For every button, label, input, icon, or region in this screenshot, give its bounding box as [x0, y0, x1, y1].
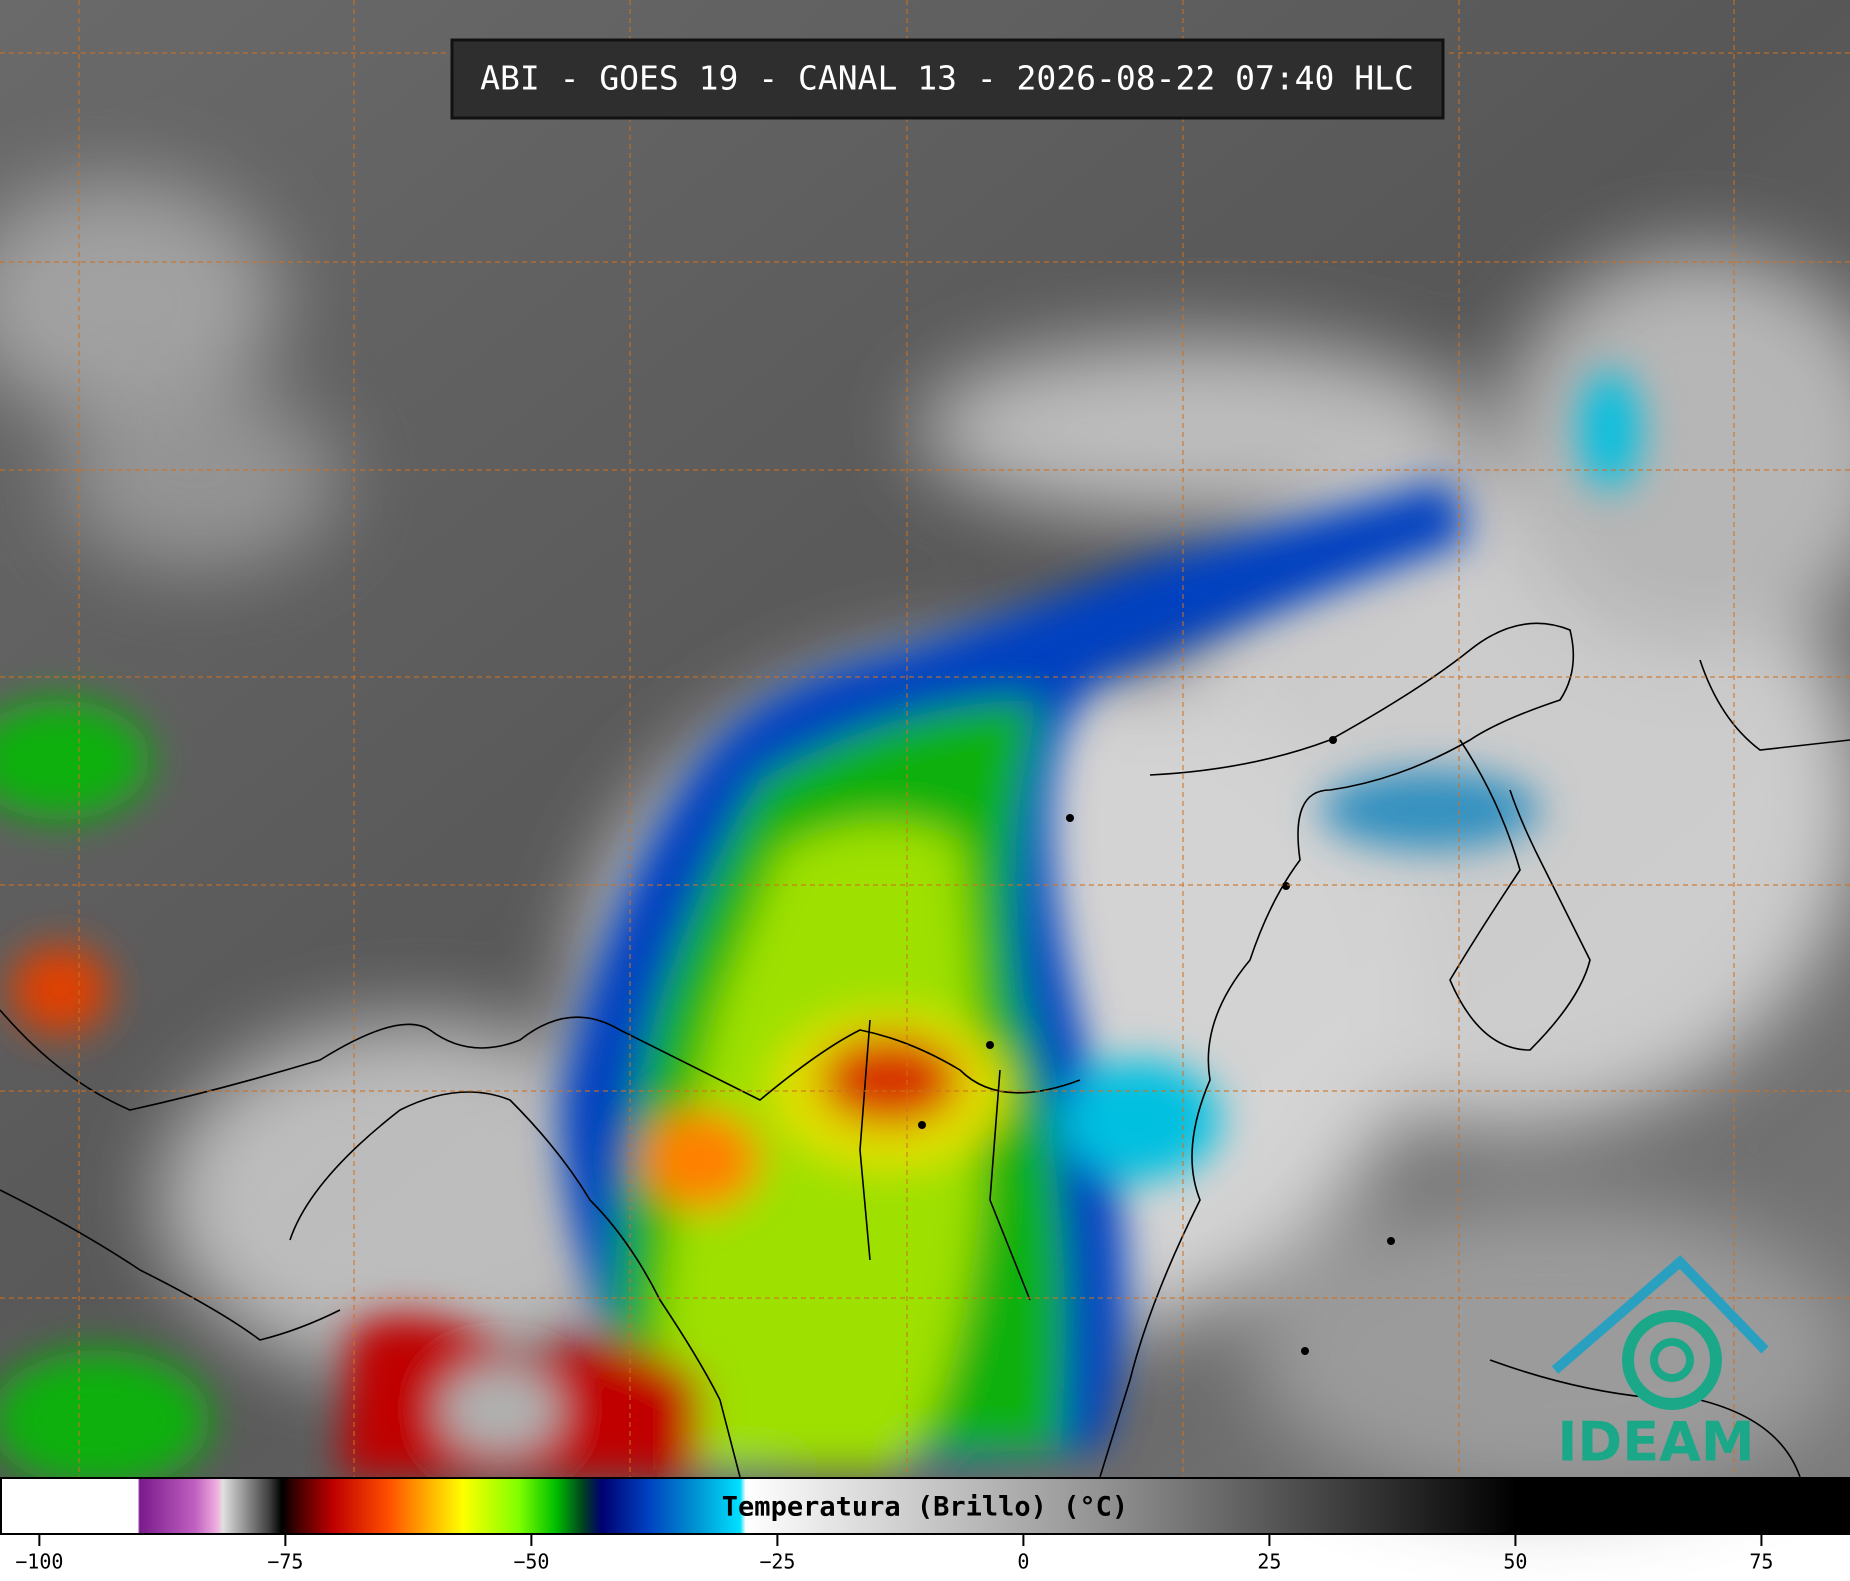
tick-label: −75: [267, 1550, 303, 1574]
logo-text: IDEAM: [1557, 1411, 1754, 1474]
tick-label: 50: [1503, 1550, 1527, 1574]
tick-label: −50: [513, 1550, 549, 1574]
tick-label: 0: [1017, 1550, 1029, 1574]
tick-label: −100: [15, 1550, 63, 1574]
tick-label: −25: [759, 1550, 795, 1574]
tick-label: 25: [1257, 1550, 1281, 1574]
title: ABI - GOES 19 - CANAL 13 - 2026-08-22 07…: [480, 59, 1414, 98]
graticule: [0, 0, 1850, 1477]
imagery: [0, 0, 1850, 1500]
tick-label: 75: [1749, 1550, 1773, 1574]
logo: IDEAM: [1551, 1255, 1769, 1474]
cities: [918, 736, 1395, 1355]
colorbar: Temperatura (Brillo) (°C) −100 −75 −50 −25 0…: [0, 1477, 1850, 1574]
title-box: ABI - GOES 19 - CANAL 13 - 2026-08-22 07…: [450, 38, 1445, 120]
colorbar-label: Temperatura (Brillo) (°C): [722, 1492, 1128, 1523]
